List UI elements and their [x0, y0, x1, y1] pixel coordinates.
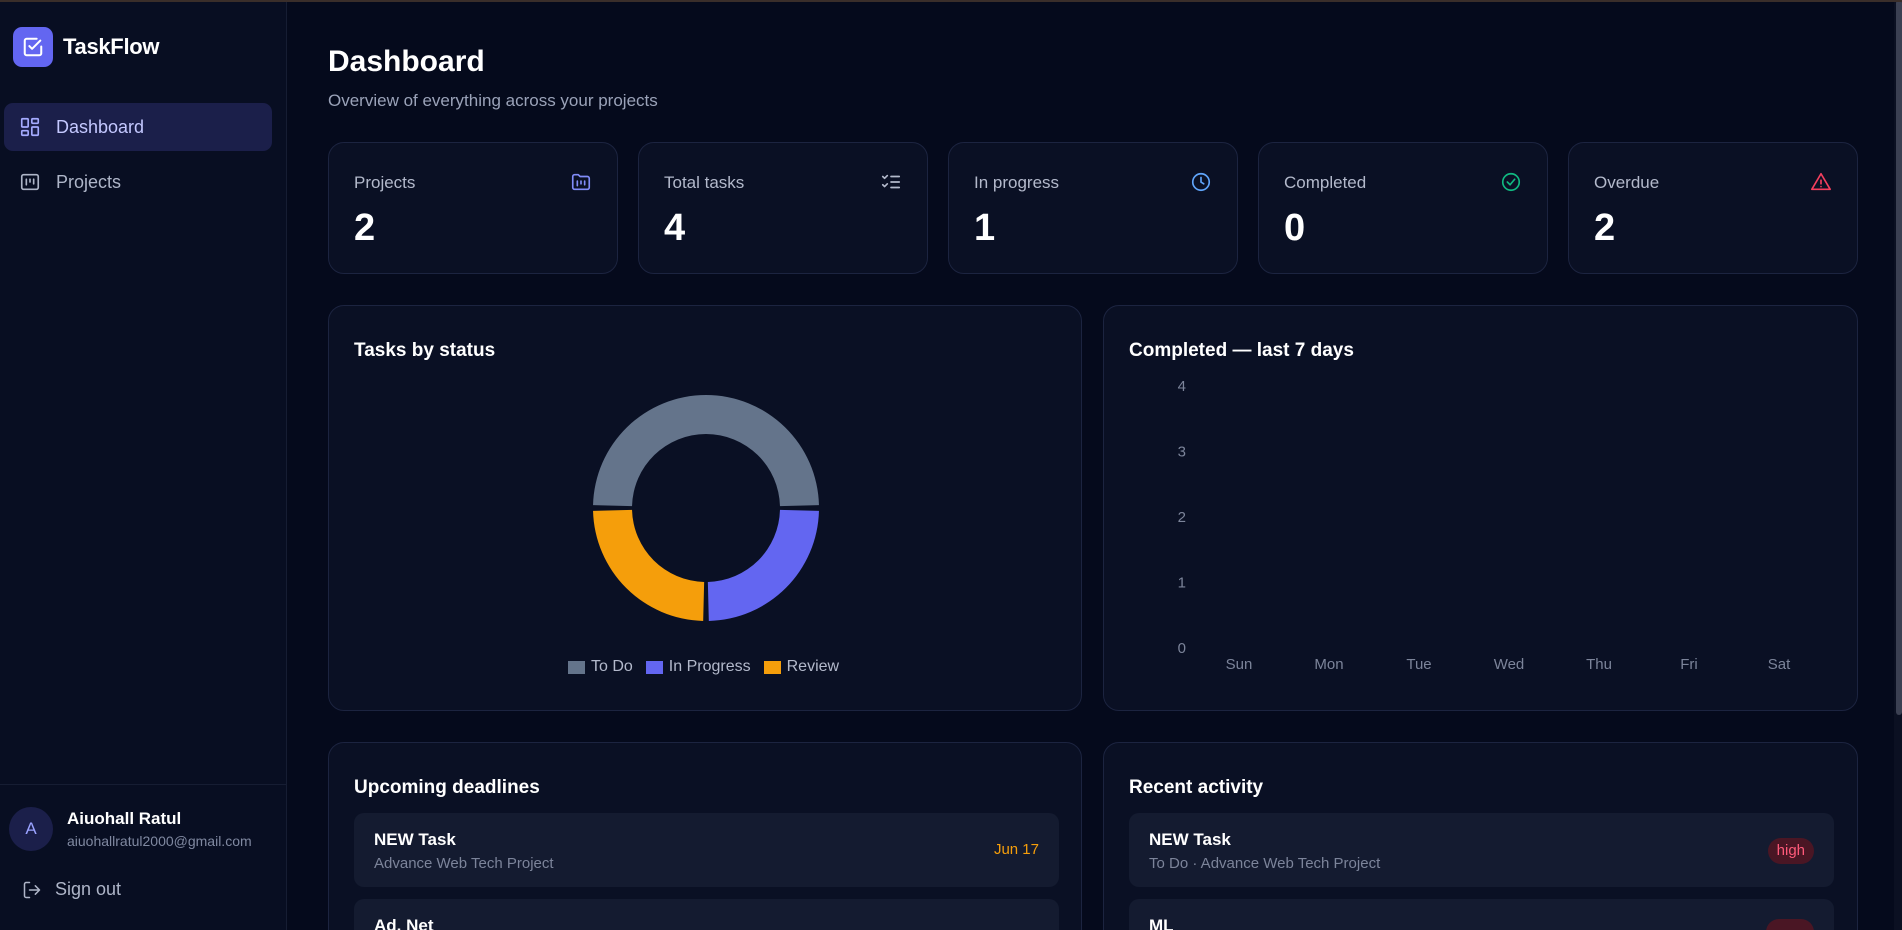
folder-kanban-icon	[571, 173, 591, 191]
chart-legend: To Do In Progress Review	[568, 658, 852, 676]
y-tick-label: 4	[1178, 378, 1186, 395]
page-title: Dashboard	[328, 45, 485, 78]
legend-label: To Do	[591, 658, 633, 675]
stat-label: Overdue	[1594, 173, 1660, 192]
activity-title: ML	[1149, 916, 1174, 930]
stat-value: 1	[974, 207, 996, 249]
sidebar-nav: Dashboard Projects	[4, 103, 272, 213]
stat-value: 0	[1284, 207, 1306, 249]
donut-slice-in-progress[interactable]	[707, 509, 819, 621]
list-checks-icon	[881, 174, 901, 189]
legend-label: In Progress	[668, 658, 751, 675]
completed-last-7-days-card: Completed — last 7 days 0 1 2 3 4 Sun Mon Tue We…	[1103, 305, 1858, 711]
stat-card-overdue[interactable]: Overdue 2	[1568, 142, 1858, 274]
deadline-title: NEW Task	[374, 830, 456, 849]
user-name: Aiuohall Ratul	[67, 809, 182, 828]
stats-row: Projects 2 Total tasks 4 In progress 1	[328, 142, 1858, 274]
avatar: A	[9, 807, 53, 851]
legend-swatch	[763, 660, 781, 674]
legend-item-todo[interactable]: To Do	[568, 658, 633, 676]
clock-icon	[1191, 172, 1211, 192]
sidebar-footer: A Aiuohall Ratul aiuohallratul2000@gmail…	[0, 784, 287, 899]
sign-out-label: Sign out	[55, 879, 122, 899]
stat-value: 4	[664, 207, 686, 249]
completed-bar-chart: 0 1 2 3 4 Sun Mon Tue Wed Thu Fri Sat	[1178, 378, 1791, 673]
list-item[interactable]: ML	[1129, 899, 1834, 930]
stat-label: In progress	[974, 173, 1060, 192]
stat-label: Total tasks	[664, 173, 745, 192]
x-tick-label: Thu	[1586, 656, 1612, 673]
brand-name: TaskFlow	[63, 34, 160, 59]
list-item[interactable]: Ad. Net	[354, 899, 1059, 930]
x-tick-label: Mon	[1314, 656, 1343, 673]
card-title: Tasks by status	[354, 340, 496, 361]
list-item[interactable]: NEW Task To Do · Advance Web Tech Projec…	[1129, 813, 1834, 887]
stat-card-completed[interactable]: Completed 0	[1258, 142, 1548, 274]
user-email: aiuohallratul2000@gmail.com	[67, 833, 252, 849]
window-top-border	[0, 0, 1902, 2]
scrollbar-thumb[interactable]	[1896, 0, 1902, 715]
sidebar-item-dashboard[interactable]: Dashboard	[4, 103, 272, 151]
sidebar: TaskFlow Dashboard Projects A Aiuohall R…	[0, 0, 287, 930]
tasks-by-status-card: Tasks by status To Do In Progress Review	[328, 305, 1082, 711]
page-subtitle: Overview of everything across your proje…	[328, 91, 658, 110]
stat-card-in-progress[interactable]: In progress 1	[948, 142, 1238, 274]
y-tick-label: 1	[1178, 575, 1186, 592]
priority-badge	[1766, 919, 1814, 930]
check-circle-icon	[1501, 172, 1521, 192]
main-content: Dashboard Overview of everything across …	[328, 0, 1858, 930]
stat-card-total-tasks[interactable]: Total tasks 4	[638, 142, 928, 274]
priority-badge: high	[1767, 838, 1814, 864]
y-tick-label: 3	[1178, 444, 1186, 461]
stat-card-projects[interactable]: Projects 2	[328, 142, 618, 274]
x-tick-label: Wed	[1494, 656, 1525, 673]
x-tick-label: Sun	[1226, 656, 1253, 673]
recent-activity-card: Recent activity NEW Task To Do · Advance…	[1103, 742, 1858, 930]
activity-title: NEW Task	[1149, 830, 1231, 849]
status-donut-chart	[593, 394, 819, 621]
card-title: Recent activity	[1129, 777, 1264, 798]
dashboard-grid-icon	[20, 117, 40, 137]
brand[interactable]: TaskFlow	[13, 27, 160, 67]
card-title: Upcoming deadlines	[354, 777, 540, 798]
upcoming-deadlines-card: Upcoming deadlines NEW Task Advance Web …	[328, 742, 1082, 930]
donut-slice-to-do[interactable]	[593, 394, 819, 507]
y-tick-label: 0	[1178, 640, 1186, 657]
x-tick-label: Tue	[1406, 656, 1431, 673]
deadline-project: Advance Web Tech Project	[374, 855, 554, 872]
stat-label: Projects	[354, 173, 416, 192]
legend-item-in-progress[interactable]: In Progress	[645, 658, 751, 676]
donut-slice-review[interactable]	[593, 509, 705, 621]
log-out-icon	[23, 881, 41, 898]
stat-value: 2	[354, 207, 376, 249]
legend-label: Review	[786, 658, 840, 675]
deadline-title: Ad. Net	[374, 916, 434, 930]
sidebar-item-label: Projects	[56, 171, 122, 192]
y-tick-label: 2	[1178, 509, 1186, 526]
stat-value: 2	[1594, 207, 1616, 249]
x-tick-label: Sat	[1768, 656, 1791, 673]
legend-item-review[interactable]: Review	[763, 658, 840, 676]
card-title: Completed — last 7 days	[1129, 340, 1354, 361]
legend-swatch	[645, 660, 663, 674]
taskflow-logo-icon	[13, 27, 53, 67]
sign-out-button[interactable]: Sign out	[22, 879, 121, 900]
legend-swatch	[568, 660, 585, 674]
user-profile[interactable]: A Aiuohall Ratul aiuohallratul2000@gmail…	[9, 807, 252, 851]
activity-meta: To Do · Advance Web Tech Project	[1149, 855, 1381, 872]
x-tick-label: Fri	[1680, 656, 1698, 673]
deadline-date: Jun 17	[993, 841, 1039, 858]
alert-triangle-icon	[1811, 172, 1831, 191]
sidebar-item-label: Dashboard	[56, 116, 145, 137]
kanban-icon	[20, 173, 40, 191]
stat-label: Completed	[1284, 173, 1367, 192]
sidebar-item-projects[interactable]: Projects	[4, 158, 272, 206]
list-item[interactable]: NEW Task Advance Web Tech Project Jun 17	[354, 813, 1059, 887]
